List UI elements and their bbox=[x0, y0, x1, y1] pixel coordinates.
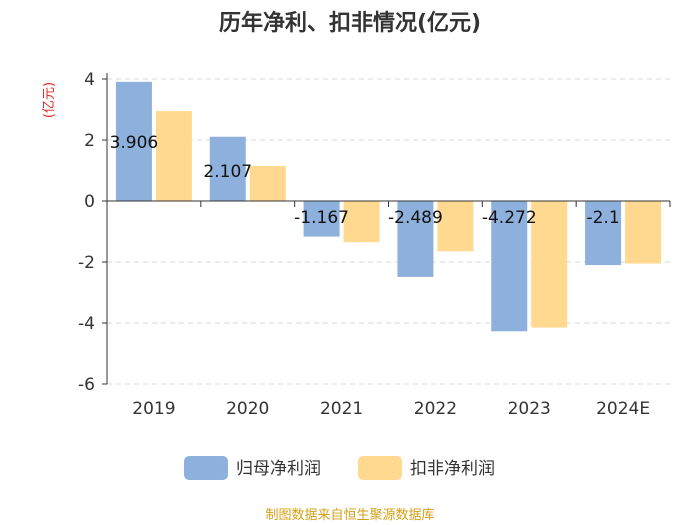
data-label-2019: 3.906 bbox=[110, 133, 159, 153]
bar-net-profit-2021 bbox=[303, 201, 340, 237]
bar-deducted-profit-2019 bbox=[155, 111, 192, 201]
bar-deducted-profit-2023 bbox=[531, 201, 568, 328]
x-tick-label-2023: 2023 bbox=[508, 399, 551, 419]
bar-deducted-profit-2022 bbox=[437, 201, 474, 252]
bar-net-profit-2019 bbox=[115, 81, 152, 201]
y-tick-label-2: 2 bbox=[84, 131, 95, 151]
data-label-2022: -2.489 bbox=[388, 208, 443, 228]
bar-deducted-profit-2024E bbox=[625, 201, 662, 264]
x-tick-label-2020: 2020 bbox=[226, 399, 269, 419]
grid-layer bbox=[107, 78, 670, 385]
bar-net-profit-2020 bbox=[209, 136, 246, 201]
bar-deducted-profit-2020 bbox=[249, 165, 286, 201]
y-tick-label--2: -2 bbox=[78, 253, 95, 273]
y-tick-label-4: 4 bbox=[84, 70, 95, 90]
y-tick-label--4: -4 bbox=[78, 314, 95, 334]
x-tick-label-2024E: 2024E bbox=[596, 399, 650, 419]
y-tick-label--6: -6 bbox=[78, 375, 95, 395]
x-tick-label-2021: 2021 bbox=[320, 399, 363, 419]
chart-title: 历年净利、扣非情况(亿元) bbox=[219, 10, 481, 36]
data-label-2021: -1.167 bbox=[294, 208, 349, 228]
bar-net-profit-2022 bbox=[397, 201, 434, 277]
bar-net-profit-2023 bbox=[491, 201, 528, 332]
x-tick-label-2019: 2019 bbox=[132, 399, 175, 419]
source-note: 制图数据来自恒生聚源数据库 bbox=[265, 507, 434, 523]
legend: 归母净利润 扣非净利润 bbox=[184, 456, 495, 480]
bar-net-profit-2024E bbox=[585, 201, 622, 266]
bar-deducted-profit-2021 bbox=[343, 201, 380, 243]
data-labels-layer: 3.906 2.107 -1.167 -2.489 -4.272 -2.1 bbox=[110, 133, 620, 228]
y-tick-label-0: 0 bbox=[84, 192, 95, 212]
legend-swatch-net-profit bbox=[184, 456, 228, 480]
x-tick-label-2022: 2022 bbox=[414, 399, 457, 419]
data-label-2020: 2.107 bbox=[203, 162, 252, 182]
bars-layer bbox=[115, 81, 662, 332]
axis-layer: 4 2 0 -2 -4 -6 2019 2020 2021 2022 2023 2024E bbox=[78, 70, 671, 419]
legend-label-net-profit: 归母净利润 bbox=[236, 459, 321, 479]
y-axis-unit-label: (亿元) bbox=[42, 82, 57, 118]
legend-label-deducted-profit: 扣非净利润 bbox=[410, 459, 495, 479]
data-label-2023: -4.272 bbox=[482, 208, 537, 228]
data-label-2024E: -2.1 bbox=[586, 208, 619, 228]
legend-swatch-deducted-profit bbox=[358, 456, 402, 480]
